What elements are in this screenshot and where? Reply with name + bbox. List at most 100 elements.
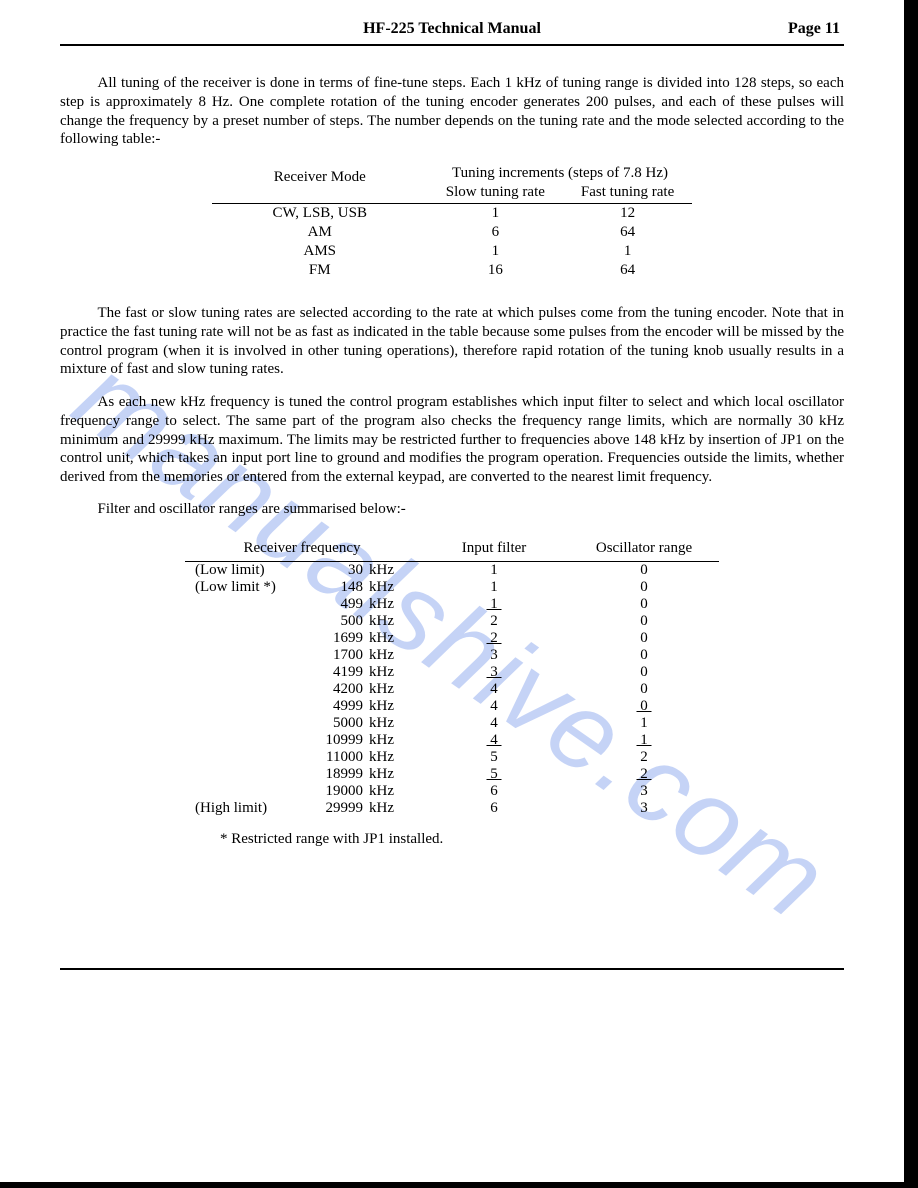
table-row: 500kHz20 [185, 613, 719, 630]
t2-unit: kHz [363, 681, 419, 698]
t2-label [185, 630, 295, 647]
t2-osc: 1 [569, 732, 719, 749]
t2-freq: 4200 [295, 681, 363, 698]
t2-filter: 2 [419, 630, 569, 647]
table-row: 4200kHz40 [185, 681, 719, 698]
tuning-increments-table: Receiver Mode Tuning increments (steps o… [212, 163, 692, 280]
t2-label [185, 681, 295, 698]
t2-col-freq: Receiver frequency [185, 536, 419, 562]
page: manualshive.com HF-225 Technical Manual … [0, 0, 918, 1188]
t2-label [185, 596, 295, 613]
t2-osc: 0 [569, 630, 719, 647]
t2-filter: 5 [419, 766, 569, 783]
t2-filter: 4 [419, 698, 569, 715]
t2-label [185, 732, 295, 749]
table-row: CW, LSB, USB112 [212, 204, 692, 224]
table-row: 10999kHz 4 1 [185, 732, 719, 749]
t2-label [185, 613, 295, 630]
t2-unit: kHz [363, 766, 419, 783]
t2-osc: 0 [569, 681, 719, 698]
t2-filter: 1 [419, 596, 569, 613]
t2-osc: 0 [569, 596, 719, 613]
t2-col-filter: Input filter [419, 536, 569, 562]
t1-mode: AM [212, 223, 428, 242]
t2-unit: kHz [363, 800, 419, 817]
t2-unit: kHz [363, 596, 419, 613]
t2-osc: 2 [569, 766, 719, 783]
t2-osc: 0 [569, 698, 719, 715]
t2-filter: 5 [419, 749, 569, 766]
t2-label [185, 698, 295, 715]
t2-freq: 4199 [295, 664, 363, 681]
page-content: HF-225 Technical Manual Page 11 All tuni… [60, 20, 844, 970]
t2-freq: 5000 [295, 715, 363, 732]
t2-filter: 3 [419, 647, 569, 664]
t2-label [185, 766, 295, 783]
t1-fast: 64 [563, 261, 692, 280]
t2-freq: 4999 [295, 698, 363, 715]
t2-osc: 1 [569, 715, 719, 732]
t2-label: (Low limit *) [185, 579, 295, 596]
manual-title: HF-225 Technical Manual [154, 20, 750, 38]
t2-filter: 4 [419, 732, 569, 749]
t2-freq: 11000 [295, 749, 363, 766]
t2-osc: 0 [569, 613, 719, 630]
t1-fast: 1 [563, 242, 692, 261]
table-row: AM664 [212, 223, 692, 242]
paragraph-1: All tuning of the receiver is done in te… [60, 74, 844, 149]
table-row: 18999kHz 5 2 [185, 766, 719, 783]
t2-unit: kHz [363, 630, 419, 647]
t1-col-slow: Slow tuning rate [428, 183, 563, 204]
paragraph-2: The fast or slow tuning rates are select… [60, 304, 844, 379]
table-row: (High limit)29999kHz63 [185, 800, 719, 817]
t2-osc: 3 [569, 783, 719, 800]
t2-freq: 500 [295, 613, 363, 630]
paragraph-3: As each new kHz frequency is tuned the c… [60, 393, 844, 487]
t2-unit: kHz [363, 732, 419, 749]
t2-freq: 148 [295, 579, 363, 596]
t2-label: (Low limit) [185, 561, 295, 579]
t2-unit: kHz [363, 579, 419, 596]
page-number: Page 11 [750, 20, 840, 38]
t2-label [185, 749, 295, 766]
t1-slow: 6 [428, 223, 563, 242]
t2-osc: 2 [569, 749, 719, 766]
table-row: (Low limit *)148kHz10 [185, 579, 719, 596]
footnote: * Restricted range with JP1 installed. [220, 831, 844, 848]
t2-label [185, 664, 295, 681]
t2-label [185, 783, 295, 800]
t2-freq: 1700 [295, 647, 363, 664]
t2-unit: kHz [363, 647, 419, 664]
t2-filter: 6 [419, 800, 569, 817]
t2-unit: kHz [363, 561, 419, 579]
t1-slow: 1 [428, 204, 563, 224]
t1-mode: AMS [212, 242, 428, 261]
t1-col-fast: Fast tuning rate [563, 183, 692, 204]
page-header: HF-225 Technical Manual Page 11 [60, 20, 844, 42]
table-row: 19000kHz63 [185, 783, 719, 800]
t1-fast: 64 [563, 223, 692, 242]
t2-unit: kHz [363, 715, 419, 732]
t2-filter: 4 [419, 715, 569, 732]
table-row: AMS11 [212, 242, 692, 261]
t2-unit: kHz [363, 749, 419, 766]
t1-slow: 16 [428, 261, 563, 280]
t1-col-mode: Receiver Mode [212, 163, 428, 204]
table-row: (Low limit)30kHz10 [185, 561, 719, 579]
t1-mode: FM [212, 261, 428, 280]
t2-freq: 10999 [295, 732, 363, 749]
t2-osc: 3 [569, 800, 719, 817]
t2-filter: 3 [419, 664, 569, 681]
t2-freq: 18999 [295, 766, 363, 783]
summary-line: Filter and oscillator ranges are summari… [60, 501, 844, 518]
t2-label [185, 715, 295, 732]
t2-osc: 0 [569, 664, 719, 681]
table-row: 1699kHz 2 0 [185, 630, 719, 647]
t2-unit: kHz [363, 698, 419, 715]
table-row: 4199kHz 3 0 [185, 664, 719, 681]
t2-label [185, 647, 295, 664]
t2-freq: 19000 [295, 783, 363, 800]
t2-unit: kHz [363, 783, 419, 800]
t2-filter: 1 [419, 579, 569, 596]
t2-filter: 1 [419, 561, 569, 579]
